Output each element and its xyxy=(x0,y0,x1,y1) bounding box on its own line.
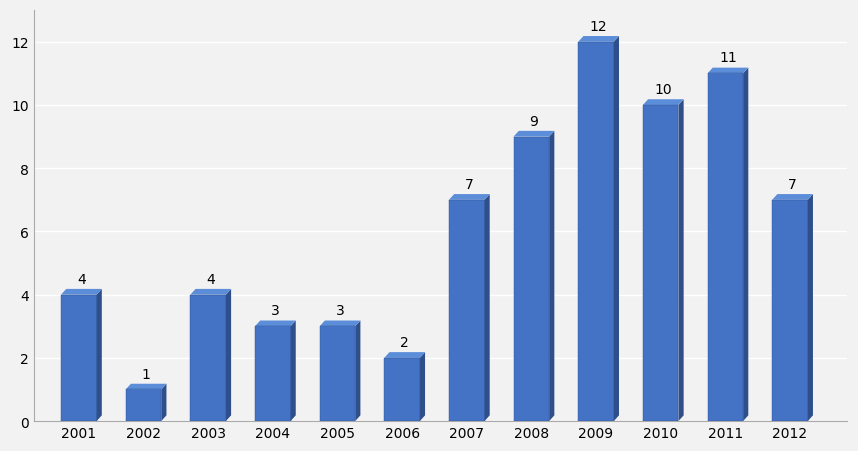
Polygon shape xyxy=(384,352,425,358)
Polygon shape xyxy=(613,37,619,421)
Polygon shape xyxy=(743,69,748,421)
Polygon shape xyxy=(126,384,166,390)
Polygon shape xyxy=(97,289,102,421)
Polygon shape xyxy=(61,289,102,295)
Text: 9: 9 xyxy=(529,115,539,129)
Polygon shape xyxy=(485,195,490,421)
Polygon shape xyxy=(549,132,554,421)
Text: 4: 4 xyxy=(77,272,86,286)
Polygon shape xyxy=(226,289,231,421)
Polygon shape xyxy=(161,384,166,421)
Polygon shape xyxy=(190,289,231,295)
Polygon shape xyxy=(643,100,684,106)
Polygon shape xyxy=(514,137,549,421)
Polygon shape xyxy=(384,358,420,421)
Polygon shape xyxy=(320,321,360,327)
Polygon shape xyxy=(708,69,748,74)
Polygon shape xyxy=(126,390,161,421)
Polygon shape xyxy=(643,106,679,421)
Polygon shape xyxy=(772,195,813,200)
Polygon shape xyxy=(420,352,425,421)
Polygon shape xyxy=(449,195,490,200)
Polygon shape xyxy=(578,43,613,421)
Text: 3: 3 xyxy=(271,304,280,318)
Polygon shape xyxy=(355,321,360,421)
Text: 7: 7 xyxy=(789,178,797,192)
Polygon shape xyxy=(772,200,807,421)
Polygon shape xyxy=(807,195,813,421)
Text: 1: 1 xyxy=(142,367,150,381)
Text: 4: 4 xyxy=(207,272,215,286)
Polygon shape xyxy=(190,295,226,421)
Polygon shape xyxy=(255,321,296,327)
Polygon shape xyxy=(291,321,296,421)
Polygon shape xyxy=(61,295,97,421)
Polygon shape xyxy=(320,327,355,421)
Polygon shape xyxy=(255,327,291,421)
Text: 7: 7 xyxy=(465,178,474,192)
Polygon shape xyxy=(708,74,743,421)
Polygon shape xyxy=(449,200,485,421)
Polygon shape xyxy=(578,37,619,43)
Polygon shape xyxy=(679,100,684,421)
Text: 3: 3 xyxy=(335,304,344,318)
Text: 11: 11 xyxy=(719,51,737,65)
Text: 12: 12 xyxy=(589,20,607,34)
Text: 2: 2 xyxy=(401,335,409,349)
Text: 10: 10 xyxy=(655,83,672,97)
Polygon shape xyxy=(514,132,554,137)
